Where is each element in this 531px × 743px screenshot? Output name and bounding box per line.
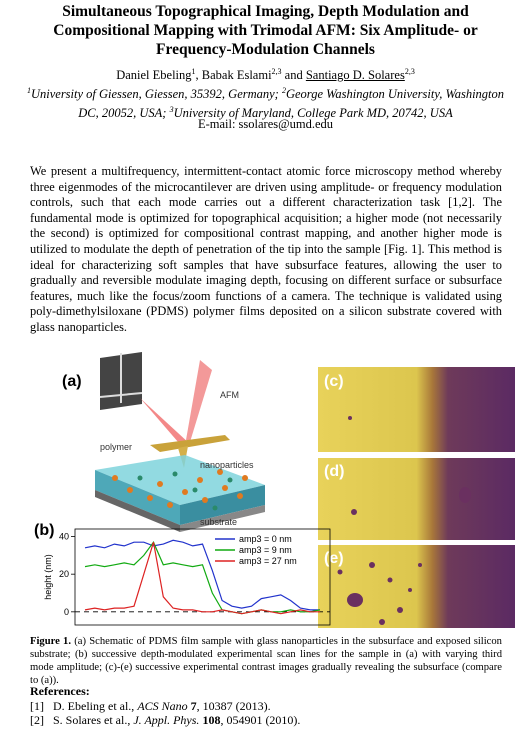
author: Daniel Ebeling bbox=[116, 68, 192, 83]
panel-label: (e) bbox=[324, 550, 344, 567]
series-line bbox=[84, 541, 321, 615]
ref-authors: S. Solares et al., bbox=[53, 713, 131, 727]
author-affil: 2,3 bbox=[271, 67, 282, 76]
reference: [2] S. Solares et al., J. Appl. Phys. 10… bbox=[30, 713, 510, 728]
affiliation: George Washington University, Washington… bbox=[78, 87, 505, 121]
schematic-label: AFM bbox=[220, 390, 239, 400]
authors: Daniel Ebeling1, Babak Eslami2,3 and San… bbox=[0, 67, 531, 83]
affil-mark: 1 bbox=[26, 86, 31, 95]
y-tick-label: 0 bbox=[64, 607, 69, 617]
laser bbox=[186, 360, 212, 442]
series-line bbox=[84, 542, 320, 615]
substrate bbox=[95, 490, 180, 532]
polymer-front bbox=[180, 485, 265, 525]
schematic bbox=[95, 352, 265, 532]
y-tick-label: 40 bbox=[59, 532, 69, 542]
afm-image bbox=[318, 458, 515, 540]
author-affil: 1 bbox=[191, 67, 196, 76]
detector-grid bbox=[99, 392, 143, 398]
polymer-side bbox=[95, 470, 180, 525]
particles bbox=[137, 471, 233, 511]
ref-label: [2] bbox=[30, 713, 44, 727]
legend-label: amp3 = 0 nm bbox=[239, 534, 292, 544]
author-affil: 2,3 bbox=[404, 67, 415, 76]
reference: [1] D. Ebeling et al., ACS Nano 7, 10387… bbox=[30, 699, 510, 714]
figure: (a) (b) (c) (d) (e) AFM polymer nanoparticles su… bbox=[34, 352, 515, 628]
title: Simultaneous Topographical Imaging, Dept… bbox=[53, 3, 478, 58]
affil-mark: 3 bbox=[169, 105, 174, 115]
image-features bbox=[337, 416, 471, 625]
legend-label: amp3 = 27 nm bbox=[239, 556, 297, 566]
ref-rest: , 10387 (2013). bbox=[196, 698, 271, 713]
ref-rest: , 054901 (2010). bbox=[220, 713, 301, 727]
affiliations: 1University of Giessen, Giessen, 35392, … bbox=[20, 83, 511, 121]
panel-label: (c) bbox=[324, 373, 344, 390]
schematic-label: polymer bbox=[100, 442, 132, 452]
references-heading: References: bbox=[30, 684, 90, 698]
affiliation: University of Maryland, College Park MD,… bbox=[173, 106, 453, 121]
afm-image bbox=[318, 545, 515, 628]
author: Santiago D. Solares bbox=[305, 68, 405, 83]
panel-label: (a) bbox=[62, 373, 82, 390]
panel-label: (b) bbox=[34, 522, 54, 539]
plot-frame bbox=[74, 528, 331, 626]
caption-label: Figure 1. bbox=[30, 636, 71, 647]
ref-label: [1] bbox=[30, 698, 44, 713]
separator: and bbox=[284, 68, 303, 83]
ref-journal: ACS Nano bbox=[137, 698, 188, 713]
polymer-top bbox=[95, 455, 265, 505]
affil-mark: 2 bbox=[281, 86, 286, 95]
ref-authors: D. Ebeling et al., bbox=[53, 698, 135, 713]
y-axis-label: height (nm) bbox=[43, 554, 53, 600]
series-line bbox=[84, 539, 320, 611]
abstract: We present a multifrequency, intermitten… bbox=[30, 164, 502, 334]
ref-volume: 108 bbox=[202, 713, 221, 727]
affiliation: University of Giessen, Giessen, 35392, G… bbox=[30, 87, 279, 102]
schematic-label: nanoparticles bbox=[200, 460, 254, 470]
legend-label: amp3 = 9 nm bbox=[239, 545, 292, 555]
schematic-label: substrate bbox=[200, 517, 237, 527]
references: References: [1] D. Ebeling et al., ACS N… bbox=[30, 684, 510, 728]
ref-volume: 7 bbox=[190, 698, 197, 713]
panel-label: (d) bbox=[324, 463, 344, 480]
author: Babak Eslami bbox=[201, 68, 272, 83]
afm-image bbox=[318, 367, 515, 452]
separator: , bbox=[195, 68, 199, 83]
laser bbox=[140, 398, 190, 450]
caption-text: (a) Schematic of PDMS film sample with g… bbox=[30, 636, 502, 686]
ref-journal: J. Appl. Phys. bbox=[133, 713, 200, 727]
particles bbox=[112, 469, 248, 508]
email: E-mail: ssolares@umd.edu bbox=[197, 117, 334, 131]
caption: Figure 1. (a) Schematic of PDMS film sam… bbox=[30, 635, 502, 687]
y-tick-label: 20 bbox=[59, 569, 69, 579]
cantilever bbox=[150, 435, 230, 452]
substrate bbox=[180, 505, 265, 532]
